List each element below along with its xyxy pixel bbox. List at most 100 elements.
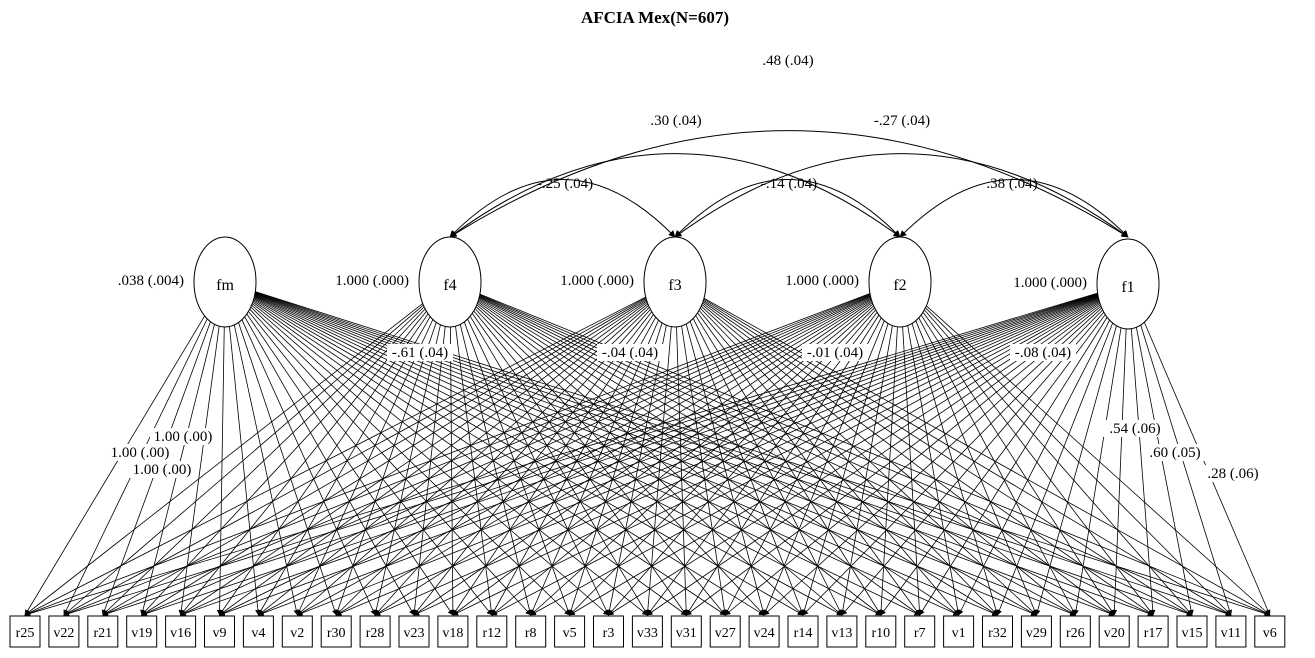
loading-path-f2-r30	[335, 298, 872, 616]
factor-variance-fm: .038 (.004)	[118, 273, 184, 289]
loading-path-f4-v31	[471, 313, 687, 616]
indicator-label-v24: v24	[754, 626, 775, 641]
loading-path-fm-v13	[253, 297, 843, 616]
loading-path-f4-v18	[449, 326, 456, 616]
indicator-label-r28: r28	[366, 626, 385, 641]
loading-label-f1: -.08 (.04)	[1015, 345, 1071, 361]
indicator-box-v31	[670, 615, 702, 648]
loading-path-f3-r26	[701, 304, 1076, 616]
loading-label-bg	[107, 444, 173, 461]
covariance-arc-f4-f1	[449, 130, 1129, 238]
loading-label-fm: 1.00 (.00)	[133, 462, 192, 478]
indicator-label-v33: v33	[637, 626, 658, 641]
factor-variance-f1: 1.000 (.000)	[1013, 275, 1087, 291]
indicator-label-r21: r21	[93, 626, 112, 641]
indicator-v18: v18	[437, 615, 469, 648]
indicator-v27: v27	[709, 615, 741, 648]
loading-path-fm-r3	[251, 304, 609, 616]
loading-path-f3-r21	[102, 298, 647, 616]
indicator-label-r17: r17	[1144, 626, 1163, 641]
indicator-box-v11	[1215, 615, 1247, 648]
diagram-title: AFCIA Mex(N=607)	[581, 8, 729, 27]
factor-variance-f2: 1.000 (.000)	[785, 273, 859, 289]
loading-path-f1-v16	[180, 294, 1098, 616]
loading-path-f1-v29	[1035, 325, 1117, 616]
factor-variance-f4: 1.000 (.000)	[335, 273, 409, 289]
indicator-v24: v24	[748, 615, 780, 648]
loading-path-fm-v4	[229, 326, 261, 616]
indicator-box-r7	[904, 615, 936, 648]
loading-path-f4-v33	[469, 315, 648, 616]
loading-path-fm-v27	[252, 300, 726, 616]
indicator-label-r3: r3	[603, 626, 615, 641]
indicator-label-v22: v22	[53, 626, 74, 641]
indicator-box-v15	[1176, 615, 1208, 648]
indicator-v6: v6	[1254, 615, 1286, 648]
loading-path-f1-r32	[996, 322, 1114, 616]
loading-label-bg	[387, 344, 453, 361]
loading-path-f1-v9	[218, 294, 1099, 616]
loading-path-f2-r10	[878, 326, 898, 616]
loading-path-f3-v9	[219, 301, 648, 616]
factor-fm: fm .038 (.004)	[118, 236, 257, 328]
loading-path-f2-v11	[925, 307, 1232, 616]
indicator-r3: r3	[593, 615, 624, 648]
covariance-labels: .48 (.04) .30 (.04) -.27 (.04) -.25 (.04) -.…	[537, 53, 1038, 192]
factor-label-f1: f1	[1121, 279, 1134, 296]
loading-label-bg	[1142, 444, 1208, 461]
loading-path-fm-r25	[24, 315, 206, 616]
indicator-box-r32	[982, 615, 1013, 648]
loading-path-f1-v15	[1135, 327, 1194, 616]
indicator-box-r26	[1059, 615, 1091, 648]
indicator-v13: v13	[826, 615, 858, 648]
loading-path-f4-v22	[63, 304, 424, 616]
loading-path-f1-v18	[452, 298, 1099, 616]
indicator-label-v15: v15	[1182, 626, 1203, 641]
loading-path-f1-r17	[1130, 328, 1156, 616]
loading-path-f4-v5	[463, 321, 571, 616]
loading-path-f3-r25	[24, 296, 646, 616]
covariance-label-f4-f1: .48 (.04)	[762, 53, 813, 69]
loading-path-f2-v2	[296, 297, 872, 616]
indicator-label-r14: r14	[794, 626, 813, 641]
loading-path-f1-v13	[841, 311, 1105, 616]
loading-path-f4-r32	[478, 299, 998, 616]
indicator-box-r28	[359, 615, 391, 648]
covariance-label-f3-f1: -.27 (.04)	[874, 113, 930, 129]
loading-label-bg	[1102, 420, 1168, 437]
indicator-box-r8	[515, 615, 547, 648]
loading-path-f4-r12	[455, 326, 494, 616]
indicator-r17: r17	[1137, 615, 1169, 648]
indicator-label-v9: v9	[213, 626, 227, 641]
loading-path-f2-v6	[926, 305, 1271, 616]
factor-f1: f1 1.000 (.000)	[1013, 238, 1160, 330]
indicator-label-v20: v20	[1104, 626, 1125, 641]
indicator-label-v2: v2	[290, 626, 304, 641]
loading-path-f4-v27	[473, 310, 726, 616]
indicator-box-v16	[165, 615, 197, 648]
loading-label-bg	[597, 344, 663, 361]
loading-path-f1-r30	[335, 296, 1099, 616]
loading-path-f1-v22	[63, 293, 1098, 617]
indicator-box-r3	[593, 615, 624, 648]
indicator-box-r14	[787, 615, 819, 648]
covariance-arc-f4-f2	[449, 153, 901, 238]
indicator-r12: r12	[476, 615, 508, 648]
loading-path-f2-r25	[24, 293, 871, 616]
loading-path-f1-v11	[1140, 324, 1233, 616]
indicator-label-r26: r26	[1066, 626, 1085, 641]
loading-label-bg	[1010, 344, 1076, 361]
loading-label-bg	[150, 428, 216, 445]
loading-path-fm-r12	[248, 311, 493, 616]
loading-path-f2-v27	[724, 317, 882, 616]
loading-label-bg	[1200, 465, 1266, 482]
loading-path-f2-r26	[918, 317, 1076, 616]
loading-path-f1-r12	[491, 298, 1100, 616]
covariance-label-f4-f3: -.25 (.04)	[537, 176, 593, 192]
indicator-box-v24	[748, 615, 780, 648]
indicator-boxes: r25 v22 r21 v19 v16 v9 v4 v2 r30 r28 v23 v18 r12 r8 v5…	[9, 615, 1286, 648]
covariance-label-f3-f2: -.14 (.04)	[761, 176, 817, 192]
indicator-v16: v16	[165, 615, 197, 648]
loading-path-f1-v1	[958, 319, 1110, 616]
